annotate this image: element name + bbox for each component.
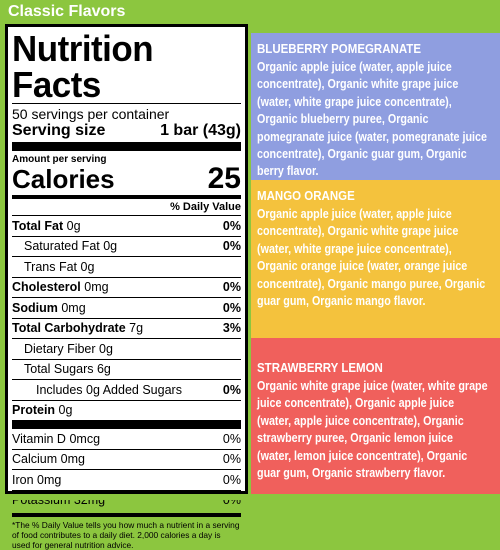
flavor-panel-strawberry-lemon: STRAWBERRY LEMON Organic white grape jui… <box>251 338 500 495</box>
calories-row: Calories 25 <box>12 162 241 195</box>
nutrient-row-vitamin-d: Vitamin D 0mcg 0% <box>12 420 241 449</box>
nutrient-row-total-carbohydrate: Total Carbohydrate 7g 3% <box>12 317 241 339</box>
nutrient-label: Vitamin D <box>12 431 66 446</box>
flavor-ingredients: Organic white grape juice (water, white … <box>257 379 488 481</box>
nutrient-pct: 0% <box>222 239 241 254</box>
flavor-name: BLUEBERRY POMEGRANATE <box>257 42 422 56</box>
nutrient-pct: 0% <box>222 472 241 487</box>
daily-value-header: % Daily Value <box>170 201 241 213</box>
nutrient-row-protein: Protein 0g <box>12 399 241 421</box>
nutrient-label: Trans Fat <box>24 259 78 274</box>
calories-label: Calories <box>12 164 115 194</box>
calories-value: 25 <box>207 162 241 195</box>
nutrient-row-total-fat: Total Fat 0g 0% <box>12 215 241 236</box>
nutrient-row-total-sugars: Total Sugars 6g <box>12 358 241 380</box>
flavor-panel-mango-orange: MANGO ORANGE Organic apple juice (water,… <box>251 180 500 338</box>
nutrient-amount: 0mg <box>60 452 85 467</box>
nutrition-facts-title: Nutrition Facts <box>12 28 154 105</box>
nutrient-amount: 0mg <box>84 280 109 295</box>
nutrient-amount: 0g <box>103 239 118 254</box>
flavor-panel-blueberry-pomegranate: BLUEBERRY POMEGRANATE Organic apple juic… <box>251 33 500 180</box>
nutrient-row-added-sugars: Includes 0g Added Sugars 0% <box>12 379 241 400</box>
nutrient-amount: 0mg <box>61 300 86 315</box>
nutrient-label: Total Carbohydrate <box>12 321 126 336</box>
nutrient-label: Calcium <box>12 452 58 467</box>
nutrient-row-cholesterol: Cholesterol 0mg 0% <box>12 276 241 298</box>
nutrient-pct: 3% <box>222 321 241 336</box>
nutrient-amount: 7g <box>129 321 144 336</box>
nutrient-pct: 0% <box>222 431 241 446</box>
nutrient-amount: 0g <box>99 341 113 356</box>
serving-size-label: Serving size <box>12 122 106 139</box>
nutrient-pct: 0% <box>222 218 241 233</box>
divider-thick <box>12 142 241 151</box>
flavor-name: STRAWBERRY LEMON <box>257 361 383 375</box>
section-header: Classic Flavors <box>0 0 500 24</box>
nutrient-amount: 6g <box>96 362 111 377</box>
nutrient-label: Saturated Fat <box>24 239 100 254</box>
nutrient-label: Protein <box>12 403 56 418</box>
nutrient-row-sodium: Sodium 0mg 0% <box>12 297 241 318</box>
nutrient-amount: 0g <box>58 403 73 418</box>
nutrient-label: Cholesterol <box>12 280 81 295</box>
servings-per-container: 50 servings per container <box>12 106 170 122</box>
nutrient-row-calcium: Calcium 0mg 0% <box>12 448 241 470</box>
daily-value-footnote: *The % Daily Value tells you how much a … <box>12 513 241 550</box>
nutrient-label: Includes 0g Added Sugars <box>36 382 182 397</box>
nutrient-label: Dietary Fiber <box>24 341 96 356</box>
section-title: Classic Flavors <box>8 3 126 20</box>
nutrient-row-dietary-fiber: Dietary Fiber 0g <box>12 338 241 359</box>
divider <box>12 103 241 104</box>
flavor-ingredients: Organic apple juice (water, apple juice … <box>257 60 488 179</box>
nutrient-row-iron: Iron 0mg 0% <box>12 469 241 490</box>
nutrient-pct: 0% <box>222 300 241 315</box>
amount-per-serving: Amount per serving <box>12 154 107 165</box>
nutrient-label: Sodium <box>12 300 58 315</box>
nutrient-pct: 0% <box>222 452 241 467</box>
nutrient-pct: 0% <box>222 280 241 295</box>
nutrient-label: Total Fat <box>12 218 64 233</box>
nutrient-amount: 0mcg <box>69 431 101 446</box>
flavor-name: MANGO ORANGE <box>257 189 355 203</box>
serving-size-value: 1 bar (43g) <box>160 122 241 139</box>
nutrient-pct: 0% <box>222 382 241 397</box>
nutrient-amount: 0g <box>80 259 95 274</box>
divider-medium <box>12 195 241 199</box>
nutrient-row-trans-fat: Trans Fat 0g <box>12 256 241 277</box>
nutrient-amount: 0g <box>66 218 81 233</box>
nutrient-row-saturated-fat: Saturated Fat 0g 0% <box>12 235 241 257</box>
serving-size-row: Serving size 1 bar (43g) <box>12 122 241 140</box>
nutrient-amount: 0mg <box>37 472 62 487</box>
nutrition-facts-panel: Nutrition Facts 50 servings per containe… <box>5 24 248 550</box>
nutrient-label: Iron <box>12 472 34 487</box>
nutrient-label: Total Sugars <box>24 362 94 377</box>
flavor-ingredients: Organic apple juice (water, apple juice … <box>257 207 486 309</box>
bottom-bar <box>0 494 500 500</box>
